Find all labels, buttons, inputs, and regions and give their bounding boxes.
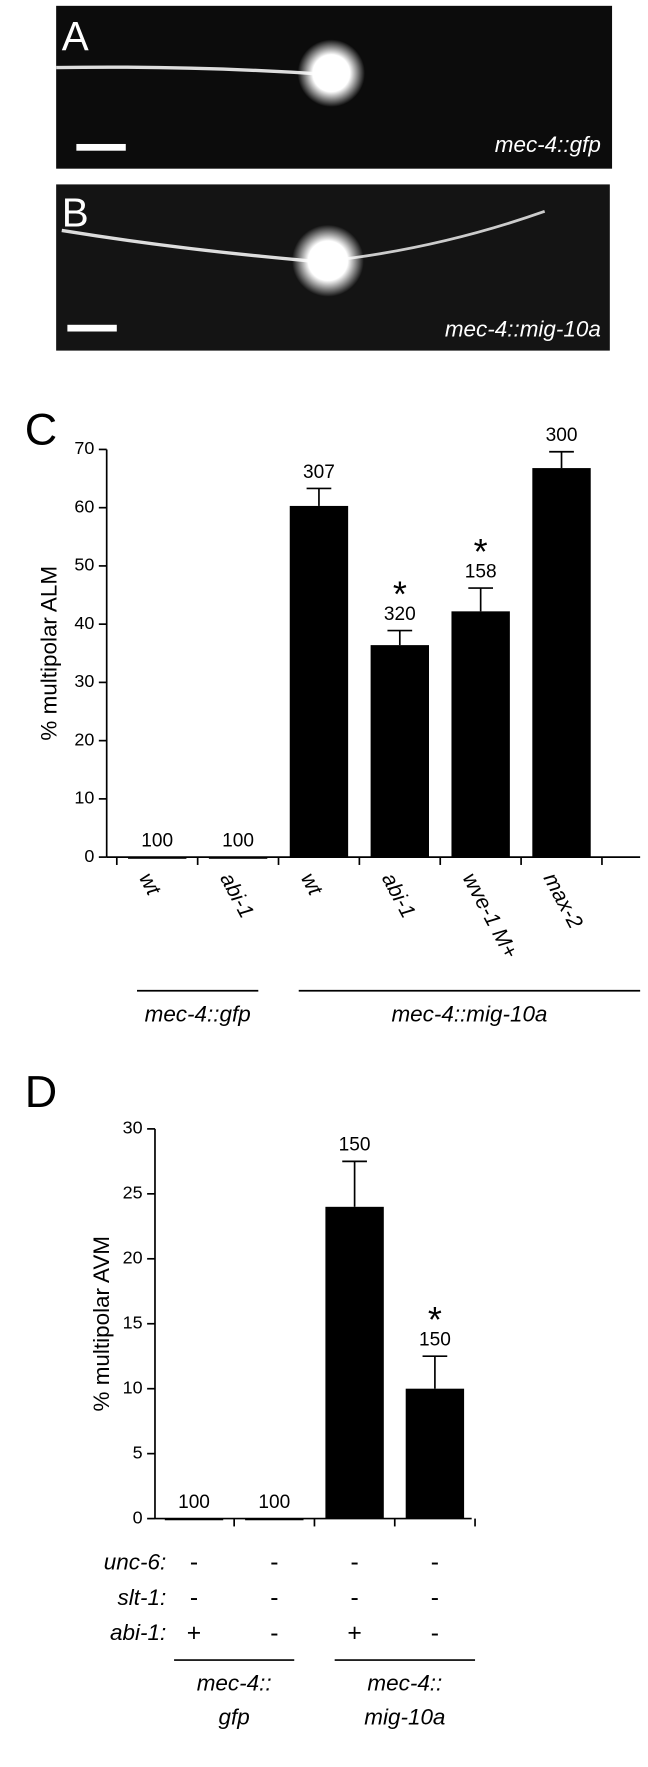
group-label: mec-4::mig-10a bbox=[391, 1001, 547, 1026]
genotype-value: - bbox=[270, 1584, 278, 1611]
group-label: gfp bbox=[219, 1704, 250, 1729]
bar bbox=[208, 857, 268, 859]
n-label: 100 bbox=[258, 1492, 290, 1513]
genotype-value: - bbox=[431, 1584, 439, 1611]
y-tick-label: 20 bbox=[123, 1248, 143, 1268]
genotype-value: - bbox=[350, 1584, 358, 1611]
group-label: mec-4::gfp bbox=[145, 1001, 251, 1026]
bar bbox=[128, 857, 187, 859]
panel-label: A bbox=[62, 13, 89, 59]
n-label: 150 bbox=[419, 1330, 451, 1351]
bar bbox=[451, 611, 510, 858]
neurite bbox=[56, 65, 326, 77]
significance-star: * bbox=[428, 1299, 442, 1340]
genotype-value: - bbox=[190, 1549, 198, 1576]
y-tick-label: 0 bbox=[133, 1507, 143, 1527]
n-label: 100 bbox=[178, 1492, 210, 1513]
n-label: 307 bbox=[303, 462, 335, 483]
y-tick-label: 60 bbox=[74, 496, 94, 516]
x-tick-label: wve-1 M+ bbox=[458, 869, 523, 962]
genotype-label: unc-6: bbox=[104, 1549, 166, 1574]
genotype-label: abi-1: bbox=[110, 1620, 166, 1645]
y-tick-label: 30 bbox=[74, 671, 94, 691]
neurite bbox=[347, 210, 546, 260]
scale-bar bbox=[67, 324, 117, 332]
group-label: mig-10a bbox=[364, 1704, 445, 1729]
neurite bbox=[61, 228, 309, 263]
genotype-value: - bbox=[350, 1549, 358, 1576]
soma bbox=[291, 224, 364, 297]
bar bbox=[370, 645, 430, 858]
x-tick-label: abi-1 bbox=[215, 869, 258, 922]
genotype-value: - bbox=[270, 1549, 278, 1576]
genotype-label: slt-1: bbox=[118, 1585, 167, 1610]
y-tick-label: 0 bbox=[84, 846, 94, 866]
n-label: 100 bbox=[222, 830, 254, 851]
bar bbox=[532, 468, 591, 858]
group-label: mec-4:: bbox=[197, 1671, 272, 1696]
y-tick-label: 25 bbox=[123, 1183, 143, 1203]
genotype-value: - bbox=[190, 1584, 198, 1611]
genotype-value: - bbox=[431, 1620, 439, 1647]
bar bbox=[289, 505, 349, 858]
y-tick-label: 15 bbox=[123, 1312, 143, 1332]
x-tick-label: wt bbox=[134, 869, 166, 900]
panel-caption: mec-4::gfp bbox=[495, 132, 601, 157]
n-label: 100 bbox=[141, 830, 173, 851]
y-tick-label: 70 bbox=[74, 438, 94, 458]
scale-bar bbox=[76, 143, 126, 151]
n-label: 320 bbox=[384, 604, 416, 625]
significance-star: * bbox=[474, 531, 488, 572]
genotype-value: + bbox=[347, 1620, 361, 1647]
y-tick-label: 50 bbox=[74, 555, 94, 575]
bar bbox=[164, 1518, 224, 1521]
y-axis-label: % multipolar ALM bbox=[36, 566, 61, 741]
panel-label: B bbox=[62, 190, 89, 236]
significance-star: * bbox=[393, 573, 407, 614]
n-label: 150 bbox=[339, 1135, 371, 1156]
n-label: 158 bbox=[465, 561, 497, 582]
n-label: 300 bbox=[546, 425, 578, 446]
panel-caption: mec-4::mig-10a bbox=[445, 316, 601, 341]
y-tick-label: 5 bbox=[133, 1442, 143, 1462]
bar bbox=[325, 1206, 384, 1519]
x-tick-label: max-2 bbox=[539, 869, 588, 933]
x-tick-label: abi-1 bbox=[377, 869, 420, 922]
y-tick-label: 30 bbox=[123, 1118, 143, 1138]
panel-label: D bbox=[25, 1066, 57, 1117]
genotype-value: + bbox=[187, 1620, 201, 1647]
genotype-value: - bbox=[270, 1620, 278, 1647]
panel-label: C bbox=[25, 403, 57, 454]
genotype-value: - bbox=[431, 1549, 439, 1576]
y-tick-label: 10 bbox=[123, 1377, 143, 1397]
y-tick-label: 10 bbox=[74, 788, 94, 808]
bar bbox=[405, 1388, 465, 1519]
soma bbox=[297, 39, 365, 107]
group-label: mec-4:: bbox=[367, 1671, 442, 1696]
y-tick-label: 20 bbox=[74, 729, 94, 749]
y-tick-label: 40 bbox=[74, 613, 94, 633]
x-tick-label: wt bbox=[296, 869, 328, 900]
bar bbox=[245, 1518, 304, 1521]
y-axis-label: % multipolar AVM bbox=[89, 1236, 114, 1412]
